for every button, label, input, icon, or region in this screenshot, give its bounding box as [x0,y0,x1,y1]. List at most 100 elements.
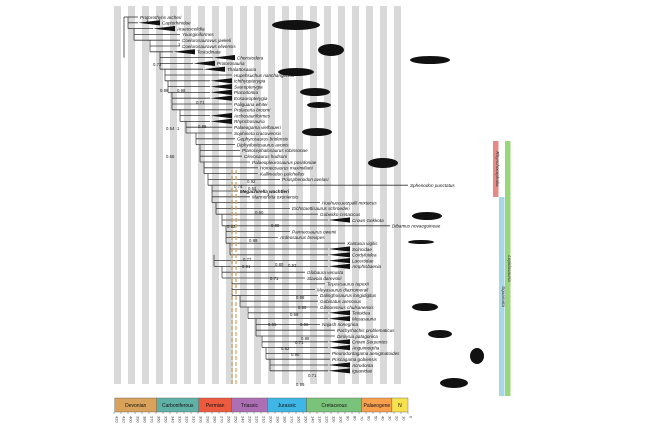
taxon-label: Araeoscelidia [176,26,205,31]
collapsed-clade-wedge [210,78,232,84]
taxon-label: Sphenodon punctatus [410,183,455,188]
gecko-silhouette-icon [412,212,442,220]
clade-bar [493,141,499,197]
period-label: Palaeogene [363,403,390,409]
collapsed-clade-wedge [210,89,232,95]
support-value: 0.92 [247,179,256,184]
time-tick-label: 230 [248,416,253,423]
collapsed-clade-wedge [210,113,232,119]
tuatara-silhouette-icon [368,158,398,168]
support-value: 0.72 [153,62,162,67]
taxon-label: Amphisbaenia [351,264,382,269]
time-tick-label: 140 [311,416,316,423]
support-value: 1 [178,42,181,47]
time-tick-label: 200 [269,416,274,423]
taxon-label: Dalinghosaurus longidigitus [320,293,377,298]
collapsed-clade-wedge [328,246,350,252]
taxon-label: Captorhinidae [162,21,191,26]
time-tick-label: 280 [213,416,218,423]
time-tick-label: 170 [290,416,295,423]
support-value: 0.55 [268,322,277,327]
geologic-timescale: Devonian Carboniferous Permian Triassic Jura… [113,397,414,423]
time-band [198,6,205,384]
time-bands [114,6,401,384]
taxon-label: Diphydontosaurus avonis [237,142,289,147]
taxon-label: Prolacerta broomi [234,108,271,113]
period-block [391,397,409,413]
time-band [142,6,149,384]
time-band [254,6,261,384]
taxon-label: Gilmoreteius chulsanensis [320,305,374,310]
time-tick-label: 380 [143,416,148,423]
taxon-label: Sauropterygia [234,84,263,89]
taxon-label: Dinilysia patagonica [337,334,378,339]
taxon-label: Crown Serpentes [352,340,388,345]
taxon-labels: Protorothyris archeriCaptorhinidaeAraeos… [140,15,455,374]
taxon-label: Tepexisaurus tepexii [327,282,370,287]
time-tick-label: 260 [227,416,232,423]
time-tick-label: 330 [178,416,183,423]
time-band [394,6,401,384]
taxon-label: Parmeosaurus owenii [292,229,337,234]
support-value: 0.96 [296,295,305,300]
placodont-silhouette-icon [307,102,331,108]
collapsed-clade-wedge [153,26,175,32]
taxon-label: Rhynchosauria [234,119,265,124]
taxon-label: Planocephalosaurus robinsonae [242,148,308,153]
support-value: 0.90 [291,352,300,357]
taxon-label: Younginiformes [182,32,214,37]
taxon-label: Meyasaurus diazromerali [317,287,369,292]
crocodile-silhouette-icon [410,56,450,64]
time-tick-label: 210 [262,416,267,423]
taxon-label: Testudinata [197,50,221,55]
clade-bar [499,197,505,396]
time-tick-label: 70 [360,416,365,421]
support-value: 0.71 [196,100,205,105]
amphisbaenian-silhouette-icon [408,240,434,244]
collapsed-clade-wedge [193,60,215,66]
time-tick-label: 400 [129,416,134,423]
taxon-label: Cordyloidea [352,253,377,258]
time-band [310,6,317,384]
time-tick-label: 410 [122,416,127,423]
collapsed-clade-wedge [328,316,350,322]
time-tick-label: 100 [339,416,344,423]
support-value: 0.93 [288,263,297,268]
collapsed-clade-wedge [213,55,235,61]
time-band [282,6,289,384]
time-tick-label: 30 [388,416,393,421]
collapsed-clade-wedge [328,263,350,269]
time-tick-label: 60 [367,416,372,421]
taxon-label: Palaeagama vielhaueri [234,125,282,130]
taxon-label: Coelurosauravus jaekeli [182,38,232,43]
time-tick-label: 250 [234,416,239,423]
taxon-label: Thalattosauria [227,67,257,72]
taxon-label: Globaura venusta [307,270,344,275]
time-band [156,6,163,384]
collapsed-clade-wedge [203,66,225,72]
support-value: 0.77 [243,257,252,262]
taxon-label: Huehuecuetzpalli mixtecus [322,200,377,205]
support-value: 0.71 [295,340,304,345]
phylogenetic-tree [123,16,408,384]
time-tick-label: 160 [297,416,302,423]
period-label: Devonian [125,403,146,409]
time-tick-label: 120 [325,416,330,423]
support-value: 0.54 [166,126,175,131]
collapsed-clade-wedge [210,118,232,124]
support-value: 0.80 [275,262,284,267]
collapsed-clade-wedge [173,49,195,55]
ichthyosaur-silhouette-icon [278,68,314,76]
time-tick-label: 20 [395,416,400,421]
support-value: 0.52 [248,186,257,191]
period-label: N [398,403,402,409]
taxon-label: Protorothyris archeri [140,15,182,20]
support-value: 0.71 [270,276,279,281]
taxon-label: Eosauropterygia [234,96,268,101]
taxon-label: Coelurosauravus elivensis [182,44,236,49]
time-tick-label: 360 [157,416,162,423]
support-value: 0.99 [249,238,258,243]
turtle-silhouette-icon [318,44,344,56]
time-tick-label: 220 [255,416,260,423]
